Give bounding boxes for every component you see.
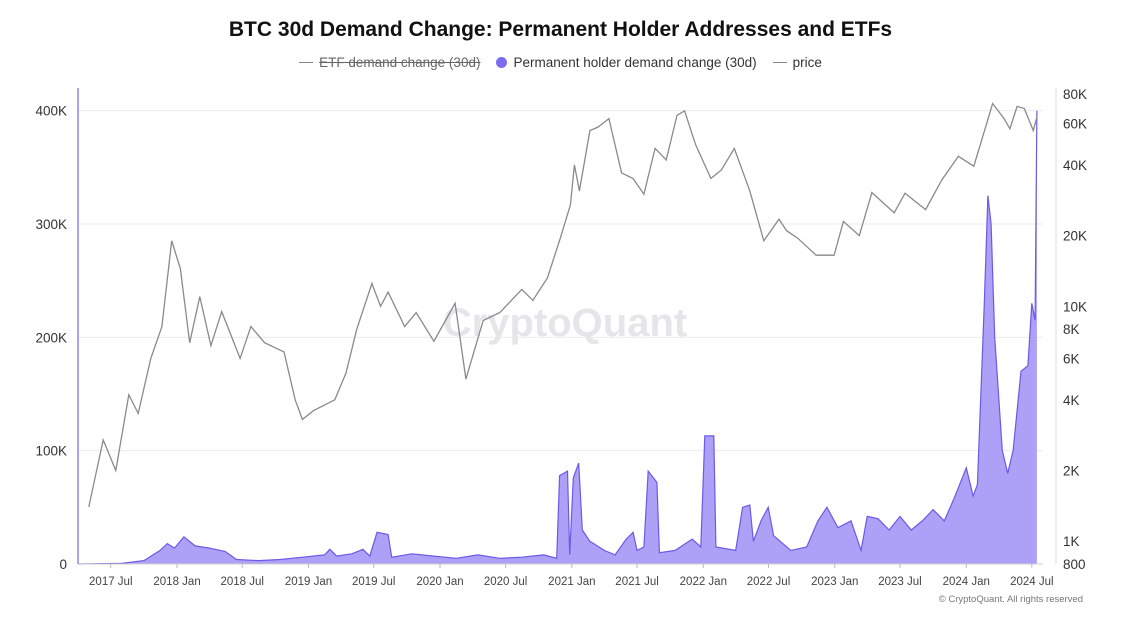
legend-item-permanent-holder-demand[interactable]: Permanent holder demand change (30d) — [496, 55, 757, 70]
gridlines — [78, 110, 1043, 452]
y-left-tick-label: 100K — [35, 444, 67, 459]
copyright-text: © CryptoQuant. All rights reserved — [938, 594, 1083, 605]
x-tick-label: 2021 Jan — [548, 576, 595, 588]
legend-line-marker — [772, 62, 787, 63]
legend-label: ETF demand change (30d) — [319, 55, 481, 70]
y-right-tick-label: 40K — [1063, 158, 1087, 173]
x-tick-label: 2020 Jan — [416, 576, 463, 588]
legend-label: Permanent holder demand change (30d) — [513, 55, 757, 70]
y-right-tick-label: 80K — [1063, 87, 1087, 102]
x-tick-label: 2022 Jan — [680, 576, 727, 588]
x-tick-label: 2023 Jan — [811, 576, 858, 588]
y-right-tick-label: 6K — [1063, 351, 1080, 366]
x-tick-label: 2017 Jul — [89, 576, 132, 588]
chart-title: BTC 30d Demand Change: Permanent Holder … — [228, 18, 893, 41]
y-right-tick-label: 8K — [1063, 322, 1080, 337]
y-right-tick-label: 20K — [1063, 229, 1087, 244]
legend-item-price[interactable]: price — [772, 55, 822, 70]
y-left-tick-label: 400K — [35, 104, 67, 119]
x-axis: 2017 Jul 2018 Jan 2018 Jul 2019 Jan 2019 Jul… — [78, 563, 1054, 588]
legend-item-etf-demand[interactable]: ETF demand change (30d) — [299, 55, 480, 70]
series-line-permanent-holder-demand — [77, 110, 1038, 565]
y-axis-right: 800 1K 2K 4K 6K 8K 10K 20K 40K 60K 80K — [1055, 87, 1087, 572]
x-tick-label: 2019 Jan — [285, 576, 332, 588]
y-right-tick-label: 4K — [1063, 393, 1080, 408]
legend: ETF demand change (30d) Permanent holder… — [0, 55, 1121, 70]
x-tick-label: 2024 Jan — [943, 576, 990, 588]
x-tick-label: 2018 Jan — [153, 576, 200, 588]
x-tick-label: 2021 Jul — [615, 576, 658, 588]
x-tick-label: 2018 Jul — [221, 576, 264, 588]
watermark: CryptoQuant — [443, 301, 687, 345]
y-left-tick-label: 200K — [35, 330, 67, 345]
y-axis-left: 0 100K 200K 300K 400K — [35, 104, 67, 572]
legend-dot-marker — [496, 57, 508, 68]
series-line-price — [88, 102, 1038, 508]
y-right-tick-label: 2K — [1063, 464, 1080, 479]
x-tick-label: 2020 Jul — [484, 576, 527, 588]
y-right-tick-label: 800 — [1063, 557, 1086, 572]
legend-label: price — [792, 55, 822, 70]
x-tick-label: 2019 Jul — [352, 576, 395, 588]
y-right-tick-label: 1K — [1063, 534, 1080, 549]
x-tick-label: 2023 Jul — [878, 576, 921, 588]
x-tick-label: 2022 Jul — [747, 576, 790, 588]
series-area-permanent-holder-demand — [78, 110, 1037, 564]
y-left-tick-label: 0 — [59, 557, 67, 572]
legend-line-marker — [299, 62, 314, 63]
y-left-tick-label: 300K — [35, 217, 67, 232]
y-right-tick-label: 10K — [1063, 299, 1087, 314]
y-right-tick-label: 60K — [1063, 117, 1087, 132]
x-tick-label: 2024 Jul — [1010, 576, 1053, 588]
